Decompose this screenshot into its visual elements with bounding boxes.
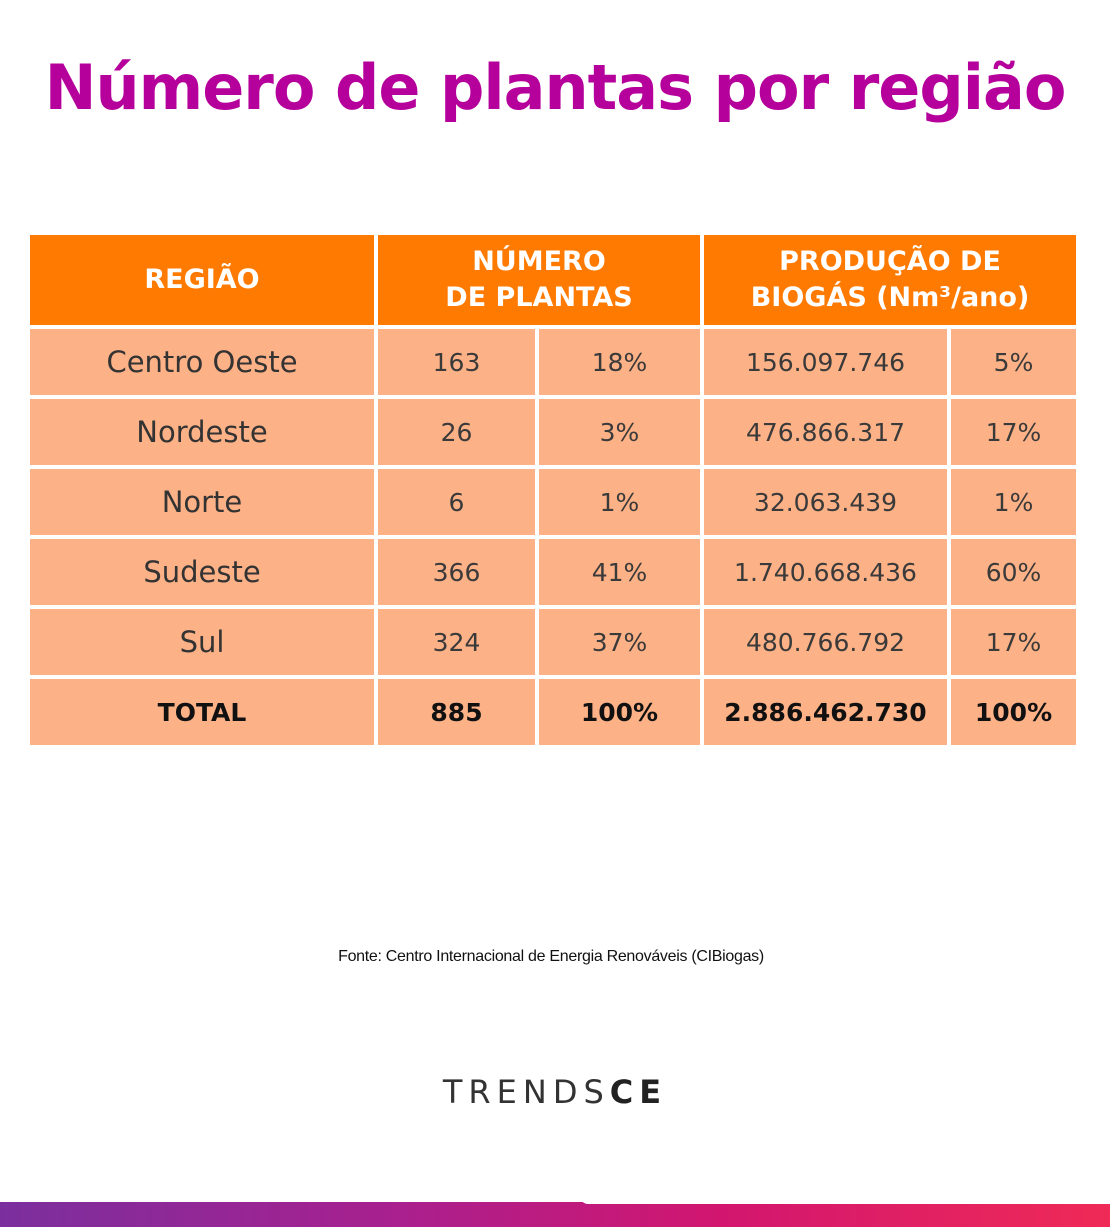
table-row: Centro Oeste 163 18% 156.097.746 5%: [30, 327, 1077, 399]
cell-total-plants-pct: 100%: [537, 677, 704, 745]
header-biogas-line2: BIOGÁS (Nm³/ano): [750, 282, 1030, 313]
cell-biogas-pct: 1%: [949, 467, 1077, 539]
cell-region: Sul: [30, 607, 378, 679]
header-region: REGIÃO: [30, 235, 378, 329]
cell-total-biogas: 2.886.462.730: [702, 677, 951, 745]
cell-biogas: 156.097.746: [702, 327, 951, 399]
cell-plants: 163: [376, 327, 539, 399]
cell-biogas: 476.866.317: [702, 397, 951, 469]
cell-biogas-pct: 17%: [949, 607, 1077, 679]
table-header-row: REGIÃO NÚMERO DE PLANTAS PRODUÇÃO DE BIO…: [30, 235, 1077, 329]
cell-plants-pct: 41%: [537, 537, 704, 609]
table-row: Sudeste 366 41% 1.740.668.436 60%: [30, 537, 1077, 609]
regions-table-container: REGIÃO NÚMERO DE PLANTAS PRODUÇÃO DE BIO…: [30, 235, 1077, 750]
cell-plants-pct: 1%: [537, 467, 704, 539]
cell-region: Centro Oeste: [30, 327, 378, 399]
header-biogas-line1: PRODUÇÃO DE: [779, 246, 1001, 277]
logo-text-bold: CE: [609, 1073, 668, 1111]
table-row: Sul 324 37% 480.766.792 17%: [30, 607, 1077, 679]
regions-table: REGIÃO NÚMERO DE PLANTAS PRODUÇÃO DE BIO…: [30, 235, 1077, 745]
bottom-gradient-bar: [0, 1202, 1110, 1227]
table-row: Nordeste 26 3% 476.866.317 17%: [30, 397, 1077, 469]
cell-plants: 366: [376, 537, 539, 609]
cell-plants: 324: [376, 607, 539, 679]
cell-biogas: 480.766.792: [702, 607, 951, 679]
header-biogas-production: PRODUÇÃO DE BIOGÁS (Nm³/ano): [702, 235, 1077, 329]
header-plants-line2: DE PLANTAS: [445, 282, 633, 313]
cell-biogas-pct: 5%: [949, 327, 1077, 399]
header-plants-line1: NÚMERO: [472, 246, 606, 277]
cell-region: Sudeste: [30, 537, 378, 609]
table-total-row: TOTAL 885 100% 2.886.462.730 100%: [30, 677, 1077, 745]
bottom-bar-notch: [580, 1196, 1110, 1204]
page-title: Número de plantas por região: [44, 51, 1067, 124]
cell-plants: 6: [376, 467, 539, 539]
cell-plants-pct: 18%: [537, 327, 704, 399]
header-number-of-plants: NÚMERO DE PLANTAS: [376, 235, 704, 329]
cell-total-biogas-pct: 100%: [949, 677, 1077, 745]
cell-plants-pct: 37%: [537, 607, 704, 679]
cell-total-label: TOTAL: [30, 677, 378, 745]
cell-total-plants: 885: [376, 677, 539, 745]
cell-plants: 26: [376, 397, 539, 469]
cell-biogas: 32.063.439: [702, 467, 951, 539]
cell-plants-pct: 3%: [537, 397, 704, 469]
cell-biogas-pct: 60%: [949, 537, 1077, 609]
source-note: Fonte: Centro Internacional de Energia R…: [338, 948, 764, 965]
cell-biogas: 1.740.668.436: [702, 537, 951, 609]
logo-text-light: TRENDS: [442, 1073, 610, 1111]
trendsce-logo: TRENDSCE: [0, 1073, 1110, 1111]
cell-biogas-pct: 17%: [949, 397, 1077, 469]
table-row: Norte 6 1% 32.063.439 1%: [30, 467, 1077, 539]
cell-region: Nordeste: [30, 397, 378, 469]
cell-region: Norte: [30, 467, 378, 539]
